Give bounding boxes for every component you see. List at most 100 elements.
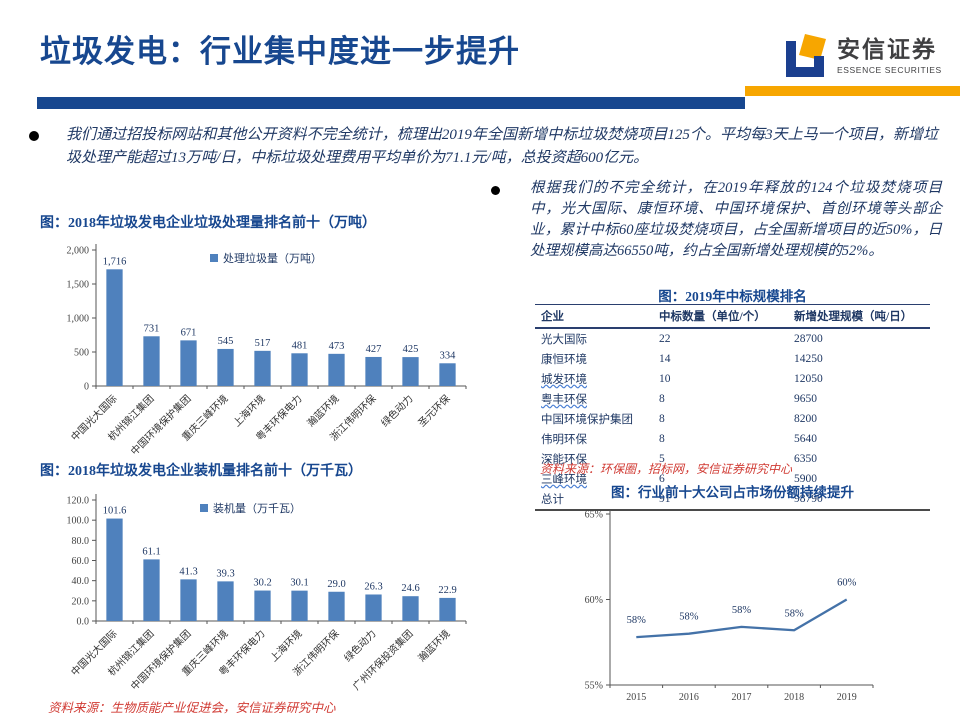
- table-row: 总计 91 98790: [535, 489, 930, 511]
- svg-text:2017: 2017: [732, 692, 752, 703]
- svg-text:80.0: 80.0: [72, 536, 90, 547]
- table-cell: 8200: [794, 413, 817, 425]
- table-cell: 91: [653, 489, 788, 511]
- figure-title-bid-table: 图：2019年中标规模排名: [658, 289, 807, 304]
- table-row: 深能环保 5 6350: [535, 449, 930, 469]
- table-cell: 康恒环境: [541, 354, 587, 366]
- table-cell: 6: [659, 473, 665, 485]
- svg-text:334: 334: [440, 350, 457, 361]
- svg-text:61.1: 61.1: [142, 546, 160, 557]
- table-cell: 光大国际: [541, 334, 587, 346]
- summary-paragraph-right: 根据我们的不完全统计，在2019年释放的124个垃圾焚烧项目中，光大国际、康恒环…: [530, 180, 942, 260]
- svg-text:0: 0: [84, 382, 89, 393]
- svg-text:425: 425: [403, 344, 419, 355]
- svg-text:2,000: 2,000: [67, 246, 90, 257]
- svg-text:517: 517: [255, 338, 271, 349]
- brand-logo-icon: [786, 34, 826, 77]
- table-cell: 14250: [794, 353, 823, 365]
- table-cell: 6350: [794, 453, 817, 465]
- bullet-marker-left: [29, 131, 39, 141]
- table-cell: 9650: [794, 393, 817, 405]
- table-cell: 28700: [794, 333, 823, 345]
- divider-blue: [37, 97, 745, 109]
- source-note-left: 资料来源：生物质能产业促进会，安信证券研究中心: [48, 701, 336, 715]
- table-cell: 总计: [535, 489, 653, 511]
- svg-text:500: 500: [74, 348, 89, 359]
- svg-text:绿色动力: 绿色动力: [378, 392, 415, 429]
- svg-text:545: 545: [218, 336, 234, 347]
- svg-text:55%: 55%: [585, 681, 603, 692]
- svg-text:60.0: 60.0: [72, 556, 90, 567]
- rank-table-element: 企业 中标数量（单位/个） 新增处理规模（吨/日） 光大国际 22 28700 康恒环境 14…: [535, 304, 930, 511]
- svg-text:圣元环保: 圣元环保: [415, 392, 452, 429]
- table-cell: 12050: [794, 373, 823, 385]
- table-row: 康恒环境 14 14250: [535, 349, 930, 369]
- svg-text:1,716: 1,716: [103, 256, 127, 267]
- svg-text:120.0: 120.0: [67, 496, 90, 507]
- table-cell: 深能环保: [541, 454, 587, 466]
- svg-text:29.0: 29.0: [327, 579, 345, 590]
- table-cell: 城发环境: [541, 374, 587, 386]
- svg-text:广州环保投资集团: 广州环保投资集团: [350, 627, 416, 693]
- table-row: 城发环境 10 12050: [535, 369, 930, 389]
- svg-text:731: 731: [144, 323, 160, 334]
- svg-text:41.3: 41.3: [179, 566, 197, 577]
- table-cell: 98790: [788, 489, 930, 511]
- divider-orange: [745, 86, 960, 96]
- svg-text:中国环境保护集团: 中国环境保护集团: [128, 627, 194, 693]
- svg-text:24.6: 24.6: [401, 583, 419, 594]
- table-cell: 中国环境保护集团: [541, 414, 633, 426]
- table-header-cell: 中标数量（单位/个）: [653, 304, 788, 329]
- table-cell: 10: [659, 373, 671, 385]
- svg-text:60%: 60%: [585, 595, 603, 606]
- brand-name-cn: 安信证券: [837, 36, 937, 63]
- table-cell: 伟明环保: [541, 434, 587, 446]
- figure-title-treatment: 图：2018年垃圾发电企业垃圾处理量排名前十（万吨）: [40, 216, 376, 231]
- svg-text:瀚蓝环境: 瀚蓝环境: [304, 392, 341, 429]
- brand-name-en: ESSENCE SECURITIES: [837, 64, 942, 75]
- svg-text:中国环境保护集团: 中国环境保护集团: [128, 392, 194, 458]
- svg-text:100.0: 100.0: [67, 516, 90, 527]
- table-cell: 5640: [794, 433, 817, 445]
- svg-text:40.0: 40.0: [72, 576, 90, 587]
- svg-text:473: 473: [329, 341, 345, 352]
- svg-text:绿色动力: 绿色动力: [341, 627, 378, 664]
- svg-text:1,500: 1,500: [67, 280, 90, 291]
- svg-text:2016: 2016: [679, 692, 699, 703]
- svg-text:58%: 58%: [627, 615, 647, 626]
- table-cell: 8: [659, 433, 665, 445]
- svg-text:30.1: 30.1: [290, 578, 308, 589]
- table-cell: 8: [659, 393, 665, 405]
- svg-text:58%: 58%: [732, 605, 752, 616]
- table-row: 三峰环境 6 5900: [535, 469, 930, 489]
- bar-chart-installed-capacity: 0.020.040.060.080.0100.0120.0101.6中国光大国际…: [67, 494, 467, 693]
- table-cell: 14: [659, 353, 671, 365]
- svg-text:上海环境: 上海环境: [267, 627, 304, 664]
- table-cell: 22: [659, 333, 671, 345]
- table-row: 光大国际 22 28700: [535, 328, 930, 349]
- svg-text:处理垃圾量（万吨）: 处理垃圾量（万吨）: [223, 251, 322, 265]
- table-row: 粤丰环保 8 9650: [535, 389, 930, 409]
- figure-title-market-share: 图：行业前十大公司占市场份额持续提升: [611, 485, 854, 500]
- svg-text:671: 671: [181, 327, 197, 338]
- table-cell: 8: [659, 413, 665, 425]
- table-cell: 粤丰环保: [541, 394, 587, 406]
- svg-text:瀚蓝环境: 瀚蓝环境: [415, 627, 452, 664]
- svg-text:上海环境: 上海环境: [230, 392, 267, 429]
- svg-text:26.3: 26.3: [364, 581, 382, 592]
- svg-text:2019: 2019: [837, 692, 857, 703]
- svg-text:101.6: 101.6: [103, 506, 127, 517]
- bullet-marker-right: [491, 186, 500, 195]
- svg-text:2018: 2018: [784, 692, 804, 703]
- svg-text:481: 481: [292, 340, 308, 351]
- table-header-cell: 企业: [535, 304, 653, 329]
- svg-text:427: 427: [366, 344, 382, 355]
- svg-text:58%: 58%: [679, 612, 699, 623]
- line-chart-market-share: 55% 60% 65% 58% 2015 58% 2016 58% 2017 58% 2018 60%…: [585, 510, 874, 703]
- table-header-cell: 新增处理规模（吨/日）: [788, 304, 930, 329]
- svg-text:30.2: 30.2: [253, 578, 271, 589]
- svg-text:1,000: 1,000: [67, 314, 90, 325]
- figure-title-capacity: 图：2018年垃圾发电企业装机量排名前十（万千瓦）: [40, 464, 362, 479]
- source-note-table: 资料来源：环保圈，招标网，安信证券研究中心: [540, 462, 793, 476]
- bar-chart-treatment-volume: 05001,0001,5002,0001,716中国光大国际731杭州锦江集团6…: [67, 244, 467, 458]
